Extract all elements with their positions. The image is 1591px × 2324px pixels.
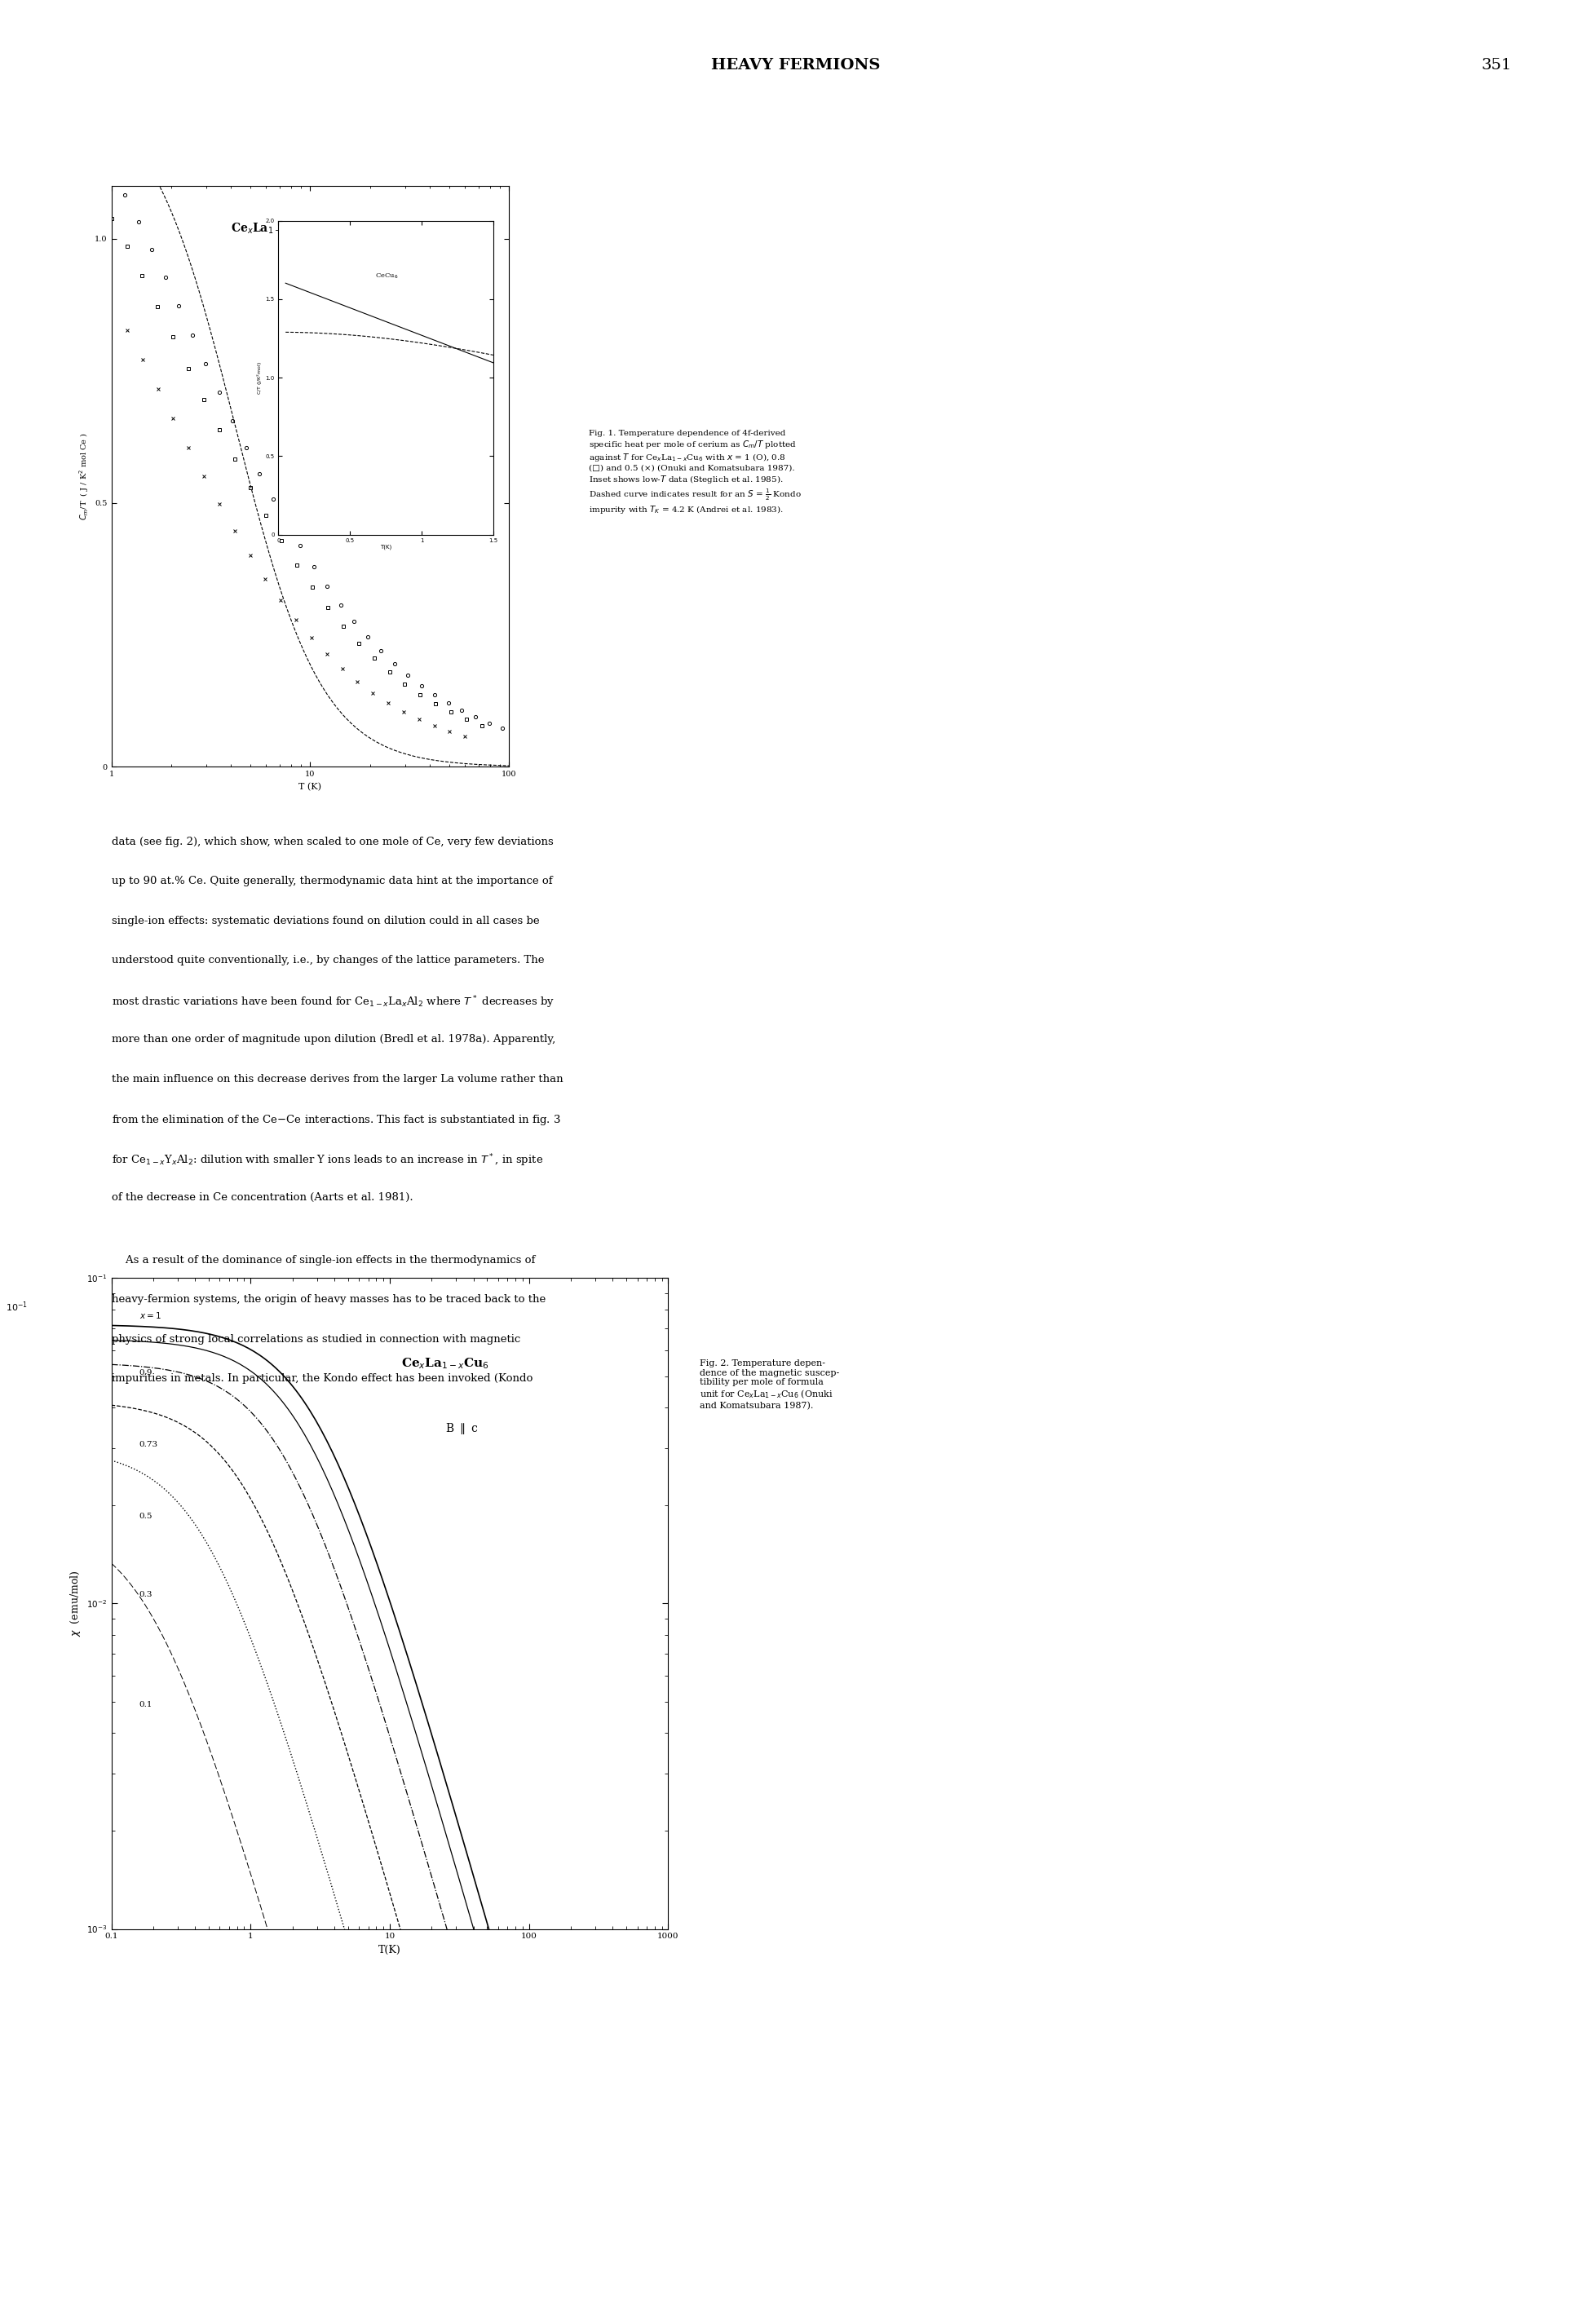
Text: CeCu$_6$: CeCu$_6$ [375, 272, 398, 281]
0.9 [124, 1327, 143, 1355]
0.5 [250, 1501, 269, 1529]
0.3 [659, 2117, 678, 2145]
Line: 0.1: 0.1 [111, 1564, 668, 2203]
0.9 [614, 2008, 633, 2036]
Text: Fig. 1. Temperature dependence of 4f-derived
specific heat per mole of cerium as: Fig. 1. Temperature dependence of 4f-der… [589, 430, 802, 516]
Text: impurities in metals. In particular, the Kondo effect has been invoked (Kondo: impurities in metals. In particular, the… [111, 1373, 533, 1385]
Text: Ce$_x$La$_{1-x}$Cu$_6$: Ce$_x$La$_{1-x}$Cu$_6$ [401, 1357, 488, 1371]
0.5 [135, 1397, 154, 1425]
0.73 [633, 2031, 652, 2059]
0.3 [205, 1543, 224, 1571]
Text: Ce$_x$La$_{1-x}$Cu$_6$: Ce$_x$La$_{1-x}$Cu$_6$ [231, 221, 310, 237]
Text: 0.1: 0.1 [140, 1701, 153, 1708]
0.5 [659, 2068, 678, 2096]
x=1 [503, 1994, 522, 2022]
Text: HEAVY FERMIONS: HEAVY FERMIONS [711, 58, 880, 72]
0.5 [102, 1392, 121, 1420]
x=1 [614, 1994, 633, 2022]
x=1 [250, 1341, 269, 1369]
0.5 [633, 2068, 652, 2096]
x=1 [102, 1311, 121, 1339]
Text: $10^{-1}$: $10^{-1}$ [6, 1299, 29, 1313]
Line: 0.3: 0.3 [111, 1459, 668, 2131]
0.3 [124, 1455, 143, 1483]
0.9 [659, 2008, 678, 2036]
0.73 [135, 1353, 154, 1380]
Text: data (see fig. 2), which show, when scaled to one mole of Ce, very few deviation: data (see fig. 2), which show, when scal… [111, 837, 554, 848]
0.73 [471, 2031, 490, 2059]
Text: 351: 351 [1481, 58, 1511, 72]
0.1 [135, 1590, 154, 1618]
0.1 [250, 1889, 269, 1917]
Text: Fig. 2. Temperature depen-
dence of the magnetic suscep-
tibility per mole of fo: Fig. 2. Temperature depen- dence of the … [700, 1360, 840, 1411]
Text: 0.9: 0.9 [140, 1369, 153, 1376]
0.3 [250, 1648, 269, 1676]
0.73 [124, 1353, 143, 1380]
X-axis label: T(K): T(K) [379, 1945, 401, 1954]
x=1 [135, 1313, 154, 1341]
0.1 [102, 1550, 121, 1578]
0.3 [633, 2117, 652, 2145]
Y-axis label: $C_m$/T  ( J / K$^2$ mol Ce ): $C_m$/T ( J / K$^2$ mol Ce ) [78, 432, 91, 521]
0.9 [205, 1339, 224, 1367]
Text: $x=1$: $x=1$ [140, 1311, 161, 1320]
Text: most drastic variations have been found for Ce$_{1-x}$La$_x$Al$_2$ where $T^*$ d: most drastic variations have been found … [111, 995, 554, 1011]
0.5 [205, 1436, 224, 1464]
0.1 [339, 2189, 358, 2217]
0.5 [124, 1394, 143, 1422]
0.1 [614, 2189, 633, 2217]
0.73 [102, 1350, 121, 1378]
0.9 [250, 1364, 269, 1392]
x=1 [659, 1994, 678, 2022]
0.3 [102, 1446, 121, 1473]
0.1 [124, 1573, 143, 1601]
Text: of the decrease in Ce concentration (Aarts et al. 1981).: of the decrease in Ce concentration (Aar… [111, 1192, 412, 1204]
0.73 [614, 2031, 633, 2059]
Text: physics of strong local correlations as studied in connection with magnetic: physics of strong local correlations as … [111, 1334, 520, 1346]
0.3 [614, 2117, 633, 2145]
0.1 [205, 1750, 224, 1778]
x=1 [633, 1994, 652, 2022]
0.1 [659, 2189, 678, 2217]
0.5 [614, 2068, 633, 2096]
0.9 [135, 1327, 154, 1355]
0.73 [250, 1408, 269, 1436]
Text: 0.5: 0.5 [140, 1513, 153, 1520]
0.1 [633, 2189, 652, 2217]
Text: understood quite conventionally, i.e., by changes of the lattice parameters. The: understood quite conventionally, i.e., b… [111, 955, 544, 967]
x=1 [124, 1313, 143, 1341]
Text: As a result of the dominance of single-ion effects in the thermodynamics of: As a result of the dominance of single-i… [111, 1255, 535, 1267]
Text: B $\parallel$ c: B $\parallel$ c [445, 1422, 479, 1436]
Text: 0.3: 0.3 [140, 1590, 153, 1599]
Line: x=1: x=1 [111, 1325, 668, 2008]
0.5 [438, 2068, 457, 2096]
0.73 [659, 2031, 678, 2059]
0.9 [102, 1327, 121, 1355]
0.3 [396, 2117, 415, 2145]
x=1 [205, 1322, 224, 1350]
Text: heavy-fermion systems, the origin of heavy masses has to be traced back to the: heavy-fermion systems, the origin of hea… [111, 1294, 546, 1306]
Text: 0.73: 0.73 [140, 1441, 158, 1448]
Y-axis label: C/T (J/K$^2$mol): C/T (J/K$^2$mol) [256, 360, 264, 395]
Text: the main influence on this decrease derives from the larger La volume rather tha: the main influence on this decrease deri… [111, 1074, 563, 1085]
X-axis label: T (K): T (K) [299, 783, 321, 790]
Text: more than one order of magnitude upon dilution (Bredl et al. 1978a). Apparently,: more than one order of magnitude upon di… [111, 1034, 555, 1046]
X-axis label: T(K): T(K) [380, 544, 391, 551]
Text: up to 90 at.% Ce. Quite generally, thermodynamic data hint at the importance of: up to 90 at.% Ce. Quite generally, therm… [111, 876, 552, 888]
Text: for Ce$_{1-x}$Y$_x$Al$_2$: dilution with smaller Y ions leads to an increase in : for Ce$_{1-x}$Y$_x$Al$_2$: dilution with… [111, 1153, 543, 1169]
Text: from the elimination of the Ce$-$Ce interactions. This fact is substantiated in : from the elimination of the Ce$-$Ce inte… [111, 1113, 560, 1127]
Text: single-ion effects: systematic deviations found on dilution could in all cases b: single-ion effects: systematic deviation… [111, 916, 539, 927]
Y-axis label: $\chi$  (emu/mol): $\chi$ (emu/mol) [68, 1571, 83, 1636]
0.9 [633, 2008, 652, 2036]
0.3 [135, 1462, 154, 1490]
Line: 0.5: 0.5 [111, 1406, 668, 2082]
0.73 [205, 1371, 224, 1399]
0.9 [490, 2008, 509, 2036]
Line: 0.73: 0.73 [111, 1364, 668, 2045]
Line: 0.9: 0.9 [111, 1341, 668, 2022]
